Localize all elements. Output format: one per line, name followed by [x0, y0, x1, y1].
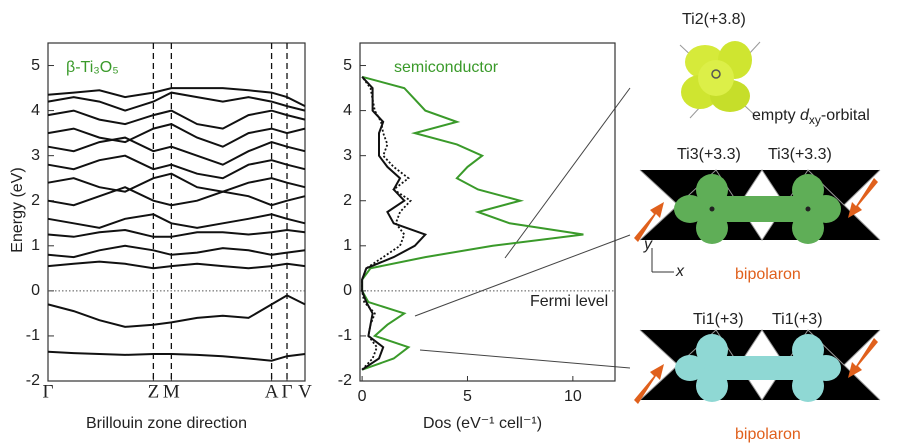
band-line: [47, 87, 306, 107]
ti1-bipolaron: [634, 329, 881, 404]
band-line: [47, 91, 306, 112]
x-tick-label: Z: [148, 381, 160, 402]
ti2-orbital: [679, 41, 761, 121]
text-part: empty: [752, 107, 800, 124]
dos-line: [361, 75, 584, 371]
band-line: [47, 350, 306, 362]
ti3-bipolaron: [634, 169, 881, 244]
x-tick-label: Γ: [43, 381, 54, 402]
connector: [504, 87, 631, 259]
text-part: d: [800, 107, 810, 124]
band-line: [47, 172, 306, 193]
chart-title: β-Ti₃O₅: [66, 59, 119, 76]
text-part: xy: [809, 113, 821, 127]
x-tick-label: 10: [564, 388, 582, 405]
y-tick-label: 2: [31, 192, 40, 209]
x-axis-label: Brillouin zone direction: [86, 415, 247, 432]
band-line: [47, 136, 306, 166]
orbital-label: Ti1(+3): [772, 311, 823, 328]
dos-line: [361, 76, 412, 371]
x-tick-label: Γ: [282, 381, 293, 402]
y-tick-label: -2: [26, 372, 40, 389]
band-line: [47, 260, 306, 270]
band-line: [47, 154, 306, 180]
band-line: [47, 109, 306, 130]
y-tick-label: -2: [338, 372, 352, 389]
y-tick-label: 1: [343, 237, 352, 254]
plot-frame: [359, 42, 616, 382]
band-line: [47, 294, 306, 328]
orbital-label: Ti2(+3.8): [682, 11, 746, 28]
axis-icon-label: y: [643, 236, 653, 253]
orbital-label: Ti3(+3.3): [768, 146, 832, 163]
orbital-label: bipolaron: [735, 426, 801, 443]
x-tick-label: 0: [358, 388, 367, 405]
axis-icon-label: x: [675, 263, 685, 280]
band-line: [47, 123, 306, 148]
y-tick-label: -1: [338, 327, 352, 344]
axes-icon: [651, 248, 674, 273]
text-part: -orbital: [821, 107, 870, 124]
orbital-label: bipolaron: [735, 266, 801, 283]
y-tick-label: 4: [343, 102, 352, 119]
y-tick-label: 3: [343, 147, 352, 164]
x-tick-label: A: [265, 381, 279, 402]
x-axis-label: Dos (eV⁻¹ cell⁻¹): [423, 415, 542, 432]
dos-line: [361, 76, 428, 371]
y-tick-label: 5: [343, 57, 352, 74]
y-tick-label: 3: [31, 147, 40, 164]
x-tick-label: 5: [463, 388, 472, 405]
orbital-label: Ti3(+3.3): [677, 146, 741, 163]
chart-title: semiconductor: [394, 59, 499, 76]
y-tick-label: 1: [31, 237, 40, 254]
y-tick-label: 4: [31, 102, 40, 119]
y-tick-label: 0: [31, 282, 40, 299]
x-tick-label: V: [298, 381, 312, 402]
band-line: [47, 244, 306, 259]
plot-frame: [47, 42, 306, 382]
band-line: [47, 228, 306, 238]
y-tick-label: -1: [26, 327, 40, 344]
y-tick-label: 2: [343, 192, 352, 209]
orbital-label: Ti1(+3): [693, 311, 744, 328]
y-tick-label: 0: [343, 282, 352, 299]
orbital-label: empty dxy-orbital: [752, 107, 870, 127]
connector: [419, 349, 631, 369]
y-tick-label: 5: [31, 57, 40, 74]
band-line: [47, 186, 306, 207]
connector: [414, 234, 631, 317]
fermi-label: Fermi level: [530, 293, 608, 310]
y-axis-label: Energy (eV): [9, 167, 26, 252]
x-tick-label: M: [163, 381, 180, 402]
band-line: [47, 213, 306, 229]
